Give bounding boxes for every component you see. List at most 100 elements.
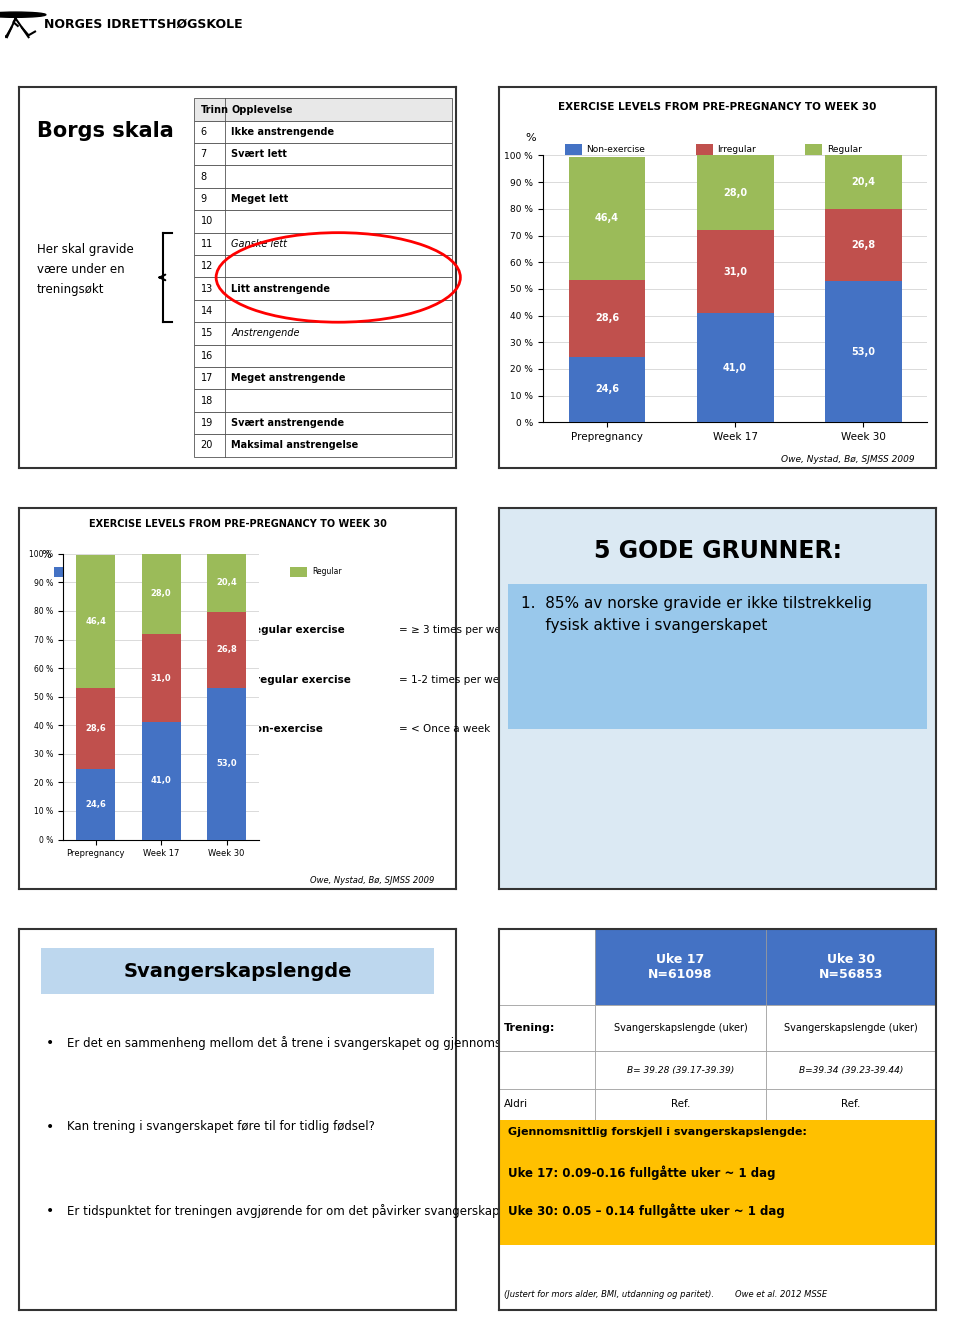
Bar [499,1051,595,1090]
Text: 19: 19 [201,418,213,428]
Bar [194,435,451,456]
Text: Irregular exercise: Irregular exercise [247,675,351,685]
Bar [595,1090,766,1120]
Text: %: % [525,132,536,143]
Text: 18: 18 [201,396,213,405]
Text: Owe, Nystad, Bø, SJMSS 2009: Owe, Nystad, Bø, SJMSS 2009 [310,876,434,885]
Bar [194,278,451,299]
Text: Kan trening i svangerskapet føre til for tidlig fødsel?: Kan trening i svangerskapet føre til for… [67,1120,375,1132]
Text: 46,4: 46,4 [85,616,106,626]
Text: 15: 15 [201,329,213,338]
Text: Uke 17
N=61098: Uke 17 N=61098 [648,953,712,981]
Text: Ref.: Ref. [841,1099,860,1110]
Bar [194,189,451,210]
Text: 11: 11 [201,239,213,249]
Text: 41,0: 41,0 [723,362,747,373]
Text: Regular exercise: Regular exercise [247,624,345,635]
Text: Regular: Regular [312,567,342,576]
Bar [141,634,180,722]
Bar [194,143,451,166]
Bar [141,722,180,840]
Text: Borgs skala: Borgs skala [36,122,174,142]
Text: Aldri: Aldri [504,1099,528,1110]
Text: Trinn: Trinn [201,104,228,115]
Text: •: • [45,1036,54,1050]
Bar [194,120,451,143]
Text: Svangerskapslengde: Svangerskapslengde [123,961,352,980]
Text: 31,0: 31,0 [723,266,747,277]
Bar [76,555,115,687]
Text: EXERCISE LEVELS FROM PRE-PREGNANCY TO WEEK 30: EXERCISE LEVELS FROM PRE-PREGNANCY TO WE… [559,102,876,112]
Text: 28,0: 28,0 [723,187,747,198]
Text: 28,6: 28,6 [85,723,106,733]
Text: 14: 14 [201,306,213,316]
Text: •: • [45,1120,54,1134]
Bar [76,687,115,769]
Bar [207,611,247,689]
Text: = < Once a week: = < Once a week [399,725,491,734]
Text: 31,0: 31,0 [151,674,172,683]
Bar [194,322,451,345]
Text: Er tidspunktet for treningen avgjørende for om det påvirker svangerskapslengden?: Er tidspunktet for treningen avgjørende … [67,1203,560,1218]
Bar [804,144,823,155]
Text: 24,6: 24,6 [595,385,619,394]
Text: 10: 10 [201,217,213,226]
Text: Uke 30: 0.05 – 0.14 fullgåtte uker ~ 1 dag: Uke 30: 0.05 – 0.14 fullgåtte uker ~ 1 d… [508,1203,784,1218]
Bar [194,255,451,278]
Text: Svangerskapslengde (uker): Svangerskapslengde (uker) [784,1023,918,1034]
Text: 20: 20 [201,440,213,451]
Text: Opplevelse: Opplevelse [231,104,293,115]
Bar [568,281,645,357]
Text: B= 39.28 (39.17-39.39): B= 39.28 (39.17-39.39) [627,1066,734,1075]
Text: Her skal gravide
være under en
treningsøkt: Her skal gravide være under en treningsø… [36,243,133,297]
Text: Ref.: Ref. [671,1099,690,1110]
Bar [194,166,451,189]
Bar [766,1090,936,1120]
Text: = ≥ 3 times per week: = ≥ 3 times per week [399,624,514,635]
Bar [194,210,451,233]
Bar [766,1005,936,1051]
Text: EXERCISE LEVELS FROM PRE-PREGNANCY TO WEEK 30: EXERCISE LEVELS FROM PRE-PREGNANCY TO WE… [88,520,387,529]
Text: 20,4: 20,4 [852,178,876,187]
Text: •: • [45,1203,54,1218]
Text: Regular: Regular [827,146,862,154]
Text: 28,0: 28,0 [151,590,172,598]
Bar [595,929,766,1005]
Text: 12: 12 [201,261,213,271]
Text: Uke 17: 0.09-0.16 fullgåtte uker ~ 1 dag: Uke 17: 0.09-0.16 fullgåtte uker ~ 1 dag [508,1166,776,1181]
Text: B=39.34 (39.23-39.44): B=39.34 (39.23-39.44) [799,1066,903,1075]
Text: 5 GODE GRUNNER:: 5 GODE GRUNNER: [593,539,842,563]
Text: Litt anstrengende: Litt anstrengende [231,283,330,294]
Text: Er det en sammenheng mellom det å trene i svangerskapet og gjennomsnittlig svang: Er det en sammenheng mellom det å trene … [67,1036,667,1050]
Text: NORGES IDRETTSHØGSKOLE: NORGES IDRETTSHØGSKOLE [43,17,242,31]
Bar [207,554,247,611]
Text: Owe, Nystad, Bø, SJMSS 2009: Owe, Nystad, Bø, SJMSS 2009 [780,455,914,464]
Bar [499,1005,595,1051]
Text: Non-exercise: Non-exercise [587,146,645,154]
Text: 17: 17 [201,373,213,384]
Text: 1.  85% av norske gravide er ikke tilstrekkelig
     fysisk aktive i svangerskap: 1. 85% av norske gravide er ikke tilstre… [521,596,872,632]
Bar [76,769,115,840]
Circle shape [0,12,46,17]
Bar [194,299,451,322]
Text: 13: 13 [201,283,213,294]
Text: Irregular: Irregular [718,146,756,154]
Text: Non-exercise: Non-exercise [76,567,126,576]
Text: Ikke anstrengende: Ikke anstrengende [231,127,334,136]
Text: 6: 6 [201,127,206,136]
Text: 28,6: 28,6 [595,313,619,324]
Bar [766,929,936,1005]
Text: 26,8: 26,8 [216,646,237,654]
Bar [696,144,713,155]
Bar [825,210,901,281]
Bar [194,345,451,366]
Text: 53,0: 53,0 [216,759,237,769]
Text: Meget lett: Meget lett [231,194,289,205]
Bar [54,567,72,576]
Bar [697,230,774,313]
Bar [41,948,434,993]
Text: = 1-2 times per week: = 1-2 times per week [399,675,512,685]
Text: 24,6: 24,6 [85,800,106,809]
Bar [825,281,901,422]
Text: Ganske lett: Ganske lett [231,239,287,249]
